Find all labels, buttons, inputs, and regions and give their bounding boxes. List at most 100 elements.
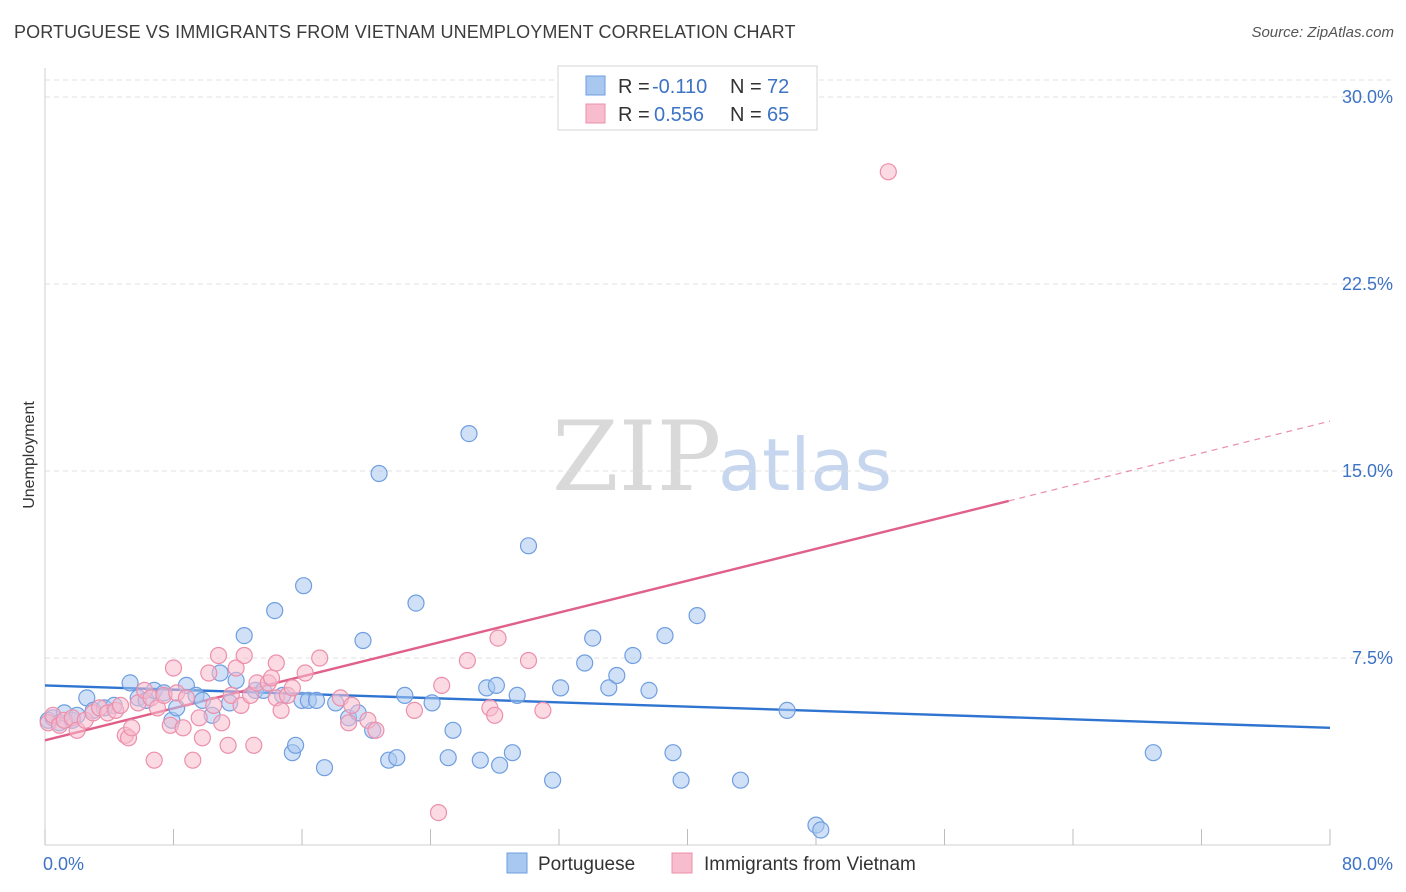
point-vietnam-35 (227, 659, 245, 677)
series-legend: Portuguese Immigrants from Vietnam (506, 852, 916, 875)
point-vietnam-48 (311, 649, 329, 667)
y-tick-label-1: 15.0% (1342, 461, 1393, 481)
point-portuguese-65 (656, 626, 674, 645)
point-vietnam-56 (433, 676, 451, 695)
legend-r-label-portuguese: R = (618, 76, 650, 98)
point-vietnam-60 (489, 629, 507, 647)
point-portuguese-58 (551, 679, 570, 697)
series-legend-label-portuguese: Portuguese (538, 854, 635, 875)
point-vietnam-63 (879, 163, 897, 181)
legend-n-label-vietnam: N = (730, 104, 762, 126)
point-vietnam-11 (111, 696, 130, 715)
x-tick-label-max: 80.0% (1342, 854, 1393, 874)
series-legend-label-vietnam: Immigrants from Vietnam (704, 854, 916, 875)
watermark-atlas: atlas (718, 423, 892, 507)
point-portuguese-56 (519, 537, 538, 555)
point-vietnam-61 (519, 651, 538, 670)
point-vietnam-64 (245, 736, 263, 754)
point-portuguese-67 (672, 771, 690, 789)
legend-r-label-vietnam: R = (618, 104, 650, 126)
point-portuguese-64 (640, 681, 658, 700)
point-portuguese-53 (491, 756, 509, 774)
point-vietnam-32 (213, 714, 231, 732)
trend-line-extension-vietnam (1008, 420, 1331, 502)
point-vietnam-41 (262, 669, 281, 687)
point-portuguese-55 (508, 686, 526, 705)
series-legend-swatch-portuguese (506, 852, 528, 874)
point-portuguese-73 (1144, 744, 1162, 762)
point-portuguese-27 (266, 601, 284, 620)
y-tick-label-3: 30.0% (1342, 87, 1393, 107)
watermark-zip: ZIP (552, 401, 721, 513)
source-label: Source: ZipAtlas.com (1251, 24, 1394, 41)
point-portuguese-70 (778, 701, 796, 720)
point-portuguese-59 (576, 654, 594, 672)
point-portuguese-43 (388, 749, 406, 767)
point-vietnam-29 (200, 664, 218, 682)
point-portuguese-39 (354, 631, 372, 650)
x-tick-labels: 0.0% 80.0% (43, 854, 1393, 874)
point-vietnam-62 (534, 701, 552, 720)
y-axis-label: Unemployment (21, 401, 38, 509)
point-vietnam-25 (177, 689, 195, 707)
chart-title: PORTUGUESE VS IMMIGRANTS FROM VIETNAM UN… (14, 22, 796, 42)
point-vietnam-22 (164, 659, 183, 677)
point-vietnam-31 (209, 646, 228, 665)
legend-swatch-vietnam (585, 103, 606, 124)
point-vietnam-18 (145, 751, 163, 769)
point-portuguese-30 (287, 736, 305, 754)
stats-legend: R = -0.110 N = 72 R = 0.556 N = 65 (557, 65, 818, 131)
point-portuguese-34 (307, 691, 326, 710)
point-vietnam-33 (219, 736, 237, 754)
x-tick-label-min: 0.0% (43, 854, 84, 874)
series-legend-swatch-vietnam (671, 852, 693, 874)
point-vietnam-54 (405, 701, 423, 720)
point-portuguese-41 (370, 464, 388, 483)
point-vietnam-28 (193, 729, 211, 747)
point-portuguese-49 (460, 425, 478, 443)
point-vietnam-42 (267, 654, 285, 672)
point-vietnam-44 (272, 701, 290, 720)
point-vietnam-57 (458, 651, 476, 670)
point-portuguese-63 (624, 646, 642, 665)
point-portuguese-69 (731, 771, 750, 789)
y-tick-label-0: 7.5% (1352, 648, 1393, 668)
point-vietnam-27 (190, 709, 208, 727)
point-portuguese-60 (584, 629, 602, 647)
legend-n-value-portuguese: 72 (767, 76, 789, 98)
legend-n-label-portuguese: N = (730, 76, 762, 98)
point-portuguese-35 (315, 759, 334, 777)
point-portuguese-52 (487, 676, 505, 695)
point-vietnam-59 (486, 706, 504, 724)
point-portuguese-68 (688, 606, 706, 625)
point-portuguese-50 (471, 751, 489, 769)
point-portuguese-66 (664, 744, 682, 762)
point-vietnam-55 (429, 803, 448, 822)
legend-n-value-vietnam: 65 (767, 104, 789, 126)
point-portuguese-54 (503, 744, 522, 762)
y-tick-labels: 7.5% 15.0% 22.5% 30.0% (1342, 87, 1393, 668)
point-portuguese-10 (121, 674, 139, 692)
point-vietnam-47 (296, 664, 314, 682)
point-portuguese-57 (543, 771, 562, 789)
point-vietnam-50 (340, 714, 358, 732)
point-vietnam-30 (205, 696, 223, 715)
point-portuguese-47 (439, 749, 457, 767)
point-vietnam-37 (235, 646, 253, 665)
y-tick-label-2: 22.5% (1342, 274, 1393, 294)
point-vietnam-46 (283, 679, 301, 697)
legend-swatch-portuguese (585, 75, 606, 96)
point-vietnam-14 (123, 719, 141, 737)
point-portuguese-48 (444, 721, 462, 739)
legend-r-value-vietnam: 0.556 (654, 104, 704, 126)
point-vietnam-24 (174, 719, 192, 737)
point-portuguese-62 (608, 666, 626, 685)
point-portuguese-46 (423, 694, 441, 712)
grid-lines (45, 79, 1392, 659)
point-portuguese-61 (600, 679, 618, 697)
point-vietnam-51 (343, 696, 361, 715)
point-portuguese-72 (812, 821, 830, 839)
point-portuguese-45 (407, 594, 425, 612)
legend-r-value-portuguese: -0.110 (652, 76, 707, 98)
